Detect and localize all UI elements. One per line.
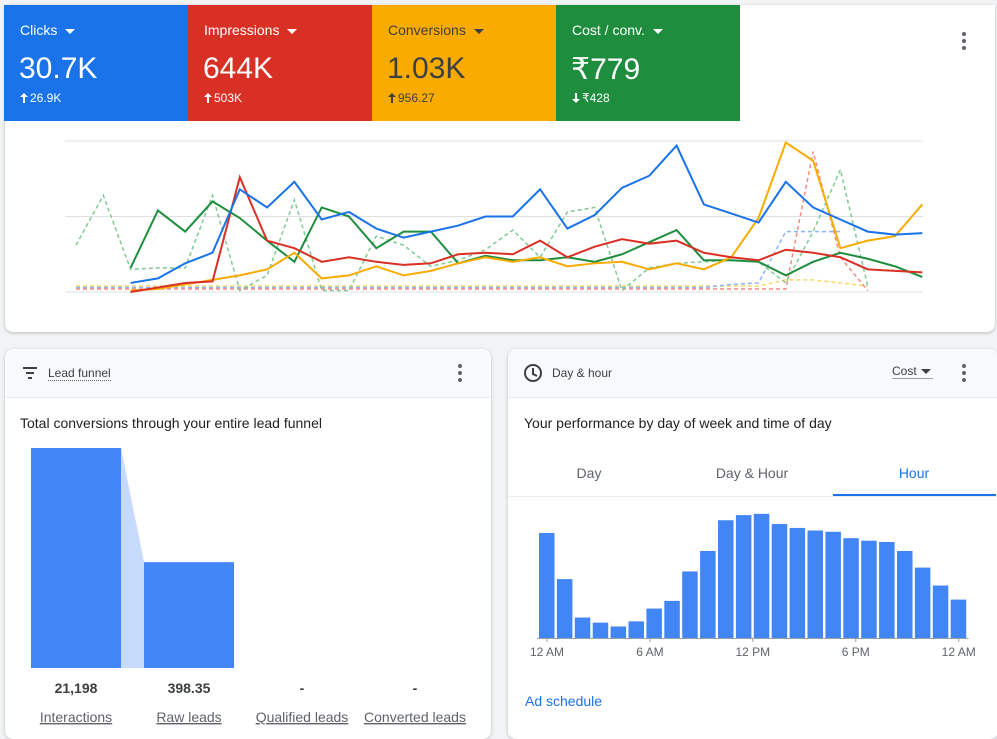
hour-bar bbox=[771, 524, 788, 638]
dropdown-arrow bbox=[653, 29, 663, 34]
metric-label: Cost bbox=[892, 364, 917, 378]
funnel-bar bbox=[31, 447, 121, 668]
more-menu[interactable] bbox=[955, 362, 973, 384]
hour-bar bbox=[610, 626, 627, 638]
tab[interactable]: Hour bbox=[899, 465, 930, 481]
series-line bbox=[130, 143, 923, 284]
metric-label: Clicks bbox=[20, 22, 58, 38]
metric-change: 26.9K bbox=[30, 91, 62, 105]
active-tab-indicator bbox=[833, 494, 996, 496]
hour-bar bbox=[950, 599, 967, 638]
x-tick-label: 12 AM bbox=[942, 645, 976, 659]
dropdown-arrow bbox=[65, 29, 75, 34]
more-menu[interactable] bbox=[955, 30, 973, 52]
hour-bar bbox=[700, 550, 716, 638]
metric-tile[interactable]: Impressions 644K 503K bbox=[188, 5, 372, 121]
metric-value: 30.7K bbox=[19, 52, 98, 85]
hour-bar bbox=[861, 540, 877, 638]
hour-bar bbox=[825, 531, 841, 638]
metric-value: 1.03K bbox=[387, 52, 466, 85]
value-label: 398.35 bbox=[168, 680, 211, 696]
funnel-bar bbox=[144, 562, 234, 668]
hour-bar bbox=[932, 585, 949, 638]
metric-label: Conversions bbox=[388, 22, 466, 38]
card-title[interactable]: Lead funnel bbox=[48, 366, 111, 381]
tab[interactable]: Day & Hour bbox=[716, 465, 789, 481]
x-tick-label: 12 PM bbox=[736, 645, 771, 659]
series-line bbox=[129, 200, 923, 278]
change-arrow bbox=[204, 93, 212, 103]
day-hour-card: Day & hour Cost Your performance by day … bbox=[508, 349, 997, 739]
hour-bar bbox=[843, 538, 859, 638]
card-header bbox=[508, 349, 997, 398]
change-arrow bbox=[388, 93, 396, 103]
value-label: 21,198 bbox=[55, 680, 98, 696]
series-line bbox=[130, 140, 924, 292]
tab[interactable]: Day bbox=[577, 465, 602, 481]
hour-bar bbox=[592, 622, 609, 638]
hour-bar bbox=[753, 513, 770, 638]
x-tick-label: 12 AM bbox=[530, 645, 564, 659]
metric-value: ₹779 bbox=[571, 53, 641, 86]
category-label: Raw leads bbox=[156, 709, 221, 725]
hour-bar bbox=[914, 567, 931, 638]
metric-value: 644K bbox=[203, 52, 274, 85]
metric-label: Impressions bbox=[204, 22, 280, 38]
card-subtitle: Total conversions through your entire le… bbox=[20, 415, 322, 431]
hour-bar bbox=[628, 621, 644, 638]
hour-bar bbox=[682, 571, 698, 638]
series-line bbox=[130, 174, 923, 293]
metric-change: 956.27 bbox=[398, 91, 435, 105]
hour-bar bbox=[807, 530, 823, 638]
hour-bar bbox=[556, 579, 573, 638]
metric-change: ₹428 bbox=[582, 91, 610, 105]
value-label: - bbox=[413, 680, 418, 696]
hour-bar bbox=[735, 515, 752, 638]
dropdown-arrow bbox=[474, 29, 484, 34]
ad-schedule-link[interactable]: Ad schedule bbox=[525, 693, 603, 709]
funnel-connector bbox=[121, 447, 144, 668]
hour-bar bbox=[879, 542, 895, 638]
more-menu[interactable] bbox=[451, 362, 469, 384]
change-arrow bbox=[572, 93, 580, 103]
dropdown-arrow bbox=[287, 29, 297, 34]
metric-dropdown[interactable]: Cost bbox=[892, 364, 933, 379]
value-label: - bbox=[300, 680, 305, 696]
tab-divider bbox=[508, 496, 997, 497]
dropdown-arrow bbox=[920, 369, 931, 374]
hour-bar bbox=[718, 520, 734, 638]
metric-tile[interactable]: Cost / conv. ₹779 ₹428 bbox=[556, 5, 740, 121]
hour-bar bbox=[897, 550, 913, 638]
filter-icon bbox=[23, 367, 37, 379]
metric-tile[interactable]: Conversions 1.03K 956.27 bbox=[372, 5, 556, 121]
series-line bbox=[76, 151, 869, 291]
hour-bar bbox=[646, 608, 662, 638]
hour-bar bbox=[789, 527, 806, 638]
category-label: Converted leads bbox=[364, 709, 466, 725]
hour-bar bbox=[539, 533, 555, 638]
x-tick-label: 6 AM bbox=[636, 645, 663, 659]
change-arrow bbox=[20, 93, 28, 103]
card-subtitle: Your performance by day of week and time… bbox=[524, 415, 832, 431]
series-line bbox=[76, 279, 868, 287]
hour-bar bbox=[574, 617, 591, 638]
hour-bar bbox=[664, 600, 680, 638]
metric-change: 503K bbox=[214, 91, 243, 105]
metric-label: Cost / conv. bbox=[572, 22, 645, 38]
category-label: Qualified leads bbox=[256, 709, 349, 725]
series-line bbox=[76, 230, 841, 289]
metric-tile[interactable]: Clicks 30.7K 26.9K bbox=[4, 5, 188, 121]
clock-icon bbox=[524, 364, 542, 382]
x-tick-label: 6 PM bbox=[842, 645, 870, 659]
card-title: Day & hour bbox=[552, 366, 613, 380]
category-label: Interactions bbox=[40, 709, 112, 725]
card-header bbox=[5, 349, 491, 398]
